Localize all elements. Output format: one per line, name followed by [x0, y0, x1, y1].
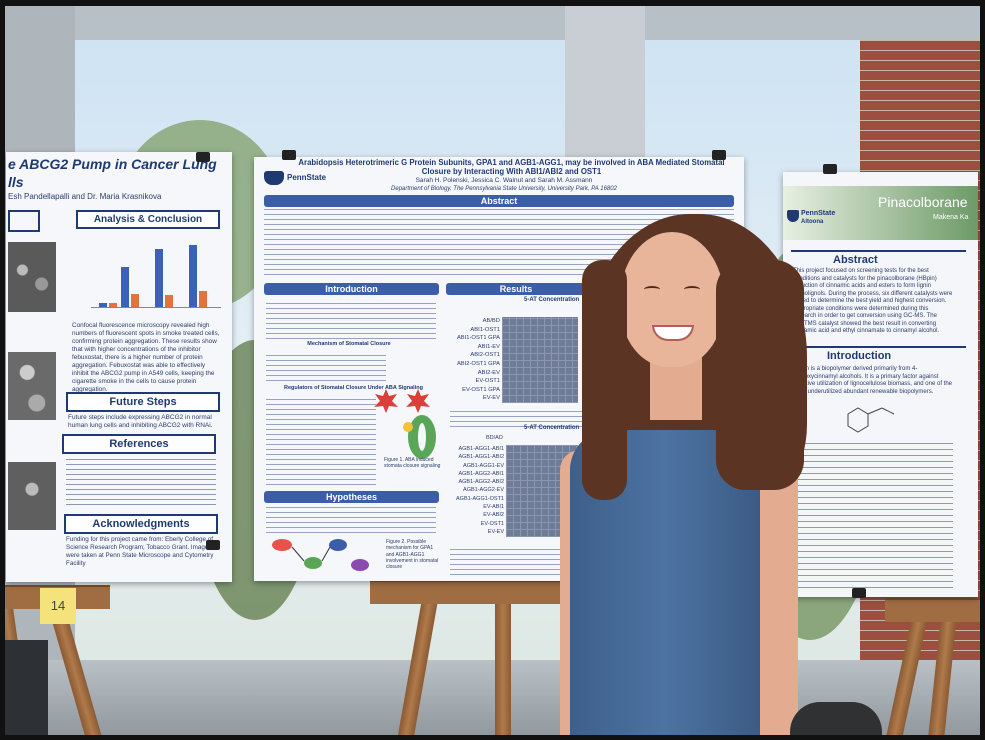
right-poster-banner [783, 186, 978, 240]
binder-clip [282, 150, 296, 160]
results-row-labels: AB/BD ABI1-OST1 ABI1-OST1 GPA ABI1-EV ABI2-O… [450, 317, 500, 403]
left-section-future: Future Steps [66, 392, 220, 412]
center-poster-authors: Sarah H. Polenski, Jessica C. Walnut and… [415, 177, 593, 184]
results-row-label: ABI2-OST1 GPA [456, 360, 500, 367]
left-section-box [8, 210, 40, 232]
divider [791, 346, 966, 348]
results-row-label: AGB1-AGG1-ABI2 [458, 454, 504, 461]
intro-subheading: Mechanism of Stomatal Closure [307, 341, 391, 347]
future-text: Future steps include expressing ABCG2 in… [68, 414, 213, 430]
results-row-labels: AGB1-AGG1-ABI1 AGB1-AGG1-ABI2 AGB1-AGG1-EV… [450, 445, 504, 536]
right-poster: PennState Altoona Pinacolborane Makena K… [783, 172, 978, 597]
intro-subheading: Regulators of Stomatal Closure Under ABA… [284, 385, 423, 391]
window-frame-top [0, 0, 985, 42]
binder-clip [712, 150, 726, 160]
references-text [66, 457, 216, 505]
chemical-structure [847, 407, 895, 433]
results-row-label: ABI1-OST1 [470, 326, 500, 333]
right-logo: PennState [801, 210, 836, 217]
results-subheading: 5-AT Concentration [524, 297, 580, 303]
binder-clip [206, 540, 220, 550]
results-row-label: AGB1-AGG1-ABI1 [458, 446, 504, 452]
center-section-introduction: Introduction [264, 283, 439, 295]
results-row-label: EV-ABI1 [483, 504, 504, 511]
microscopy-image [8, 462, 56, 530]
microscopy-image [8, 352, 56, 420]
right-poster-author: Makena Ka [933, 214, 969, 221]
right-intro-continued-text [793, 440, 953, 588]
person-eye [644, 286, 660, 293]
easel-ledge [370, 580, 580, 604]
results-row-label: ABI2-EV [477, 369, 500, 376]
left-section-acknowledgments: Acknowledgments [64, 514, 218, 534]
right-abstract-text: This project focused on screening tests … [793, 268, 953, 334]
person-hair [582, 260, 627, 500]
pennstate-shield-icon [264, 171, 284, 185]
person-face [620, 232, 724, 367]
bar-chart-image [91, 245, 221, 308]
left-poster: e ABCG2 Pump in Cancer Lung lls Esh Pand… [6, 152, 232, 582]
results-row-label: EV-OST1 GPA [462, 386, 500, 393]
right-section-introduction: Introduction [827, 350, 892, 362]
right-intro-text: Lignin is a biopolymer derived primarily… [793, 366, 952, 395]
results-row-label: AGB1-AGG2-EV [463, 487, 504, 494]
ack-text: Funding for this project came from: Eber… [66, 536, 214, 567]
easel-leg [495, 595, 511, 740]
binder-clip [823, 164, 837, 174]
intro-text [266, 299, 436, 339]
right-section-abstract: Abstract [833, 254, 878, 266]
results-row-label: ABI1-OST1 GPA [456, 335, 500, 342]
left-poster-title: e ABCG2 Pump in Cancer Lung [8, 156, 217, 172]
results-row-label: EV-ABI2 [483, 512, 504, 519]
results-row-label: ABI1-EV [477, 343, 500, 350]
results-row-label: AGB1-AGG2-ABI2 [458, 479, 504, 486]
results-row-label: EV-EV [487, 528, 504, 535]
results-row-label: EV-EV [482, 395, 500, 402]
binder-clip [196, 152, 210, 162]
binder-clip [852, 588, 866, 598]
stomata-diagram [374, 389, 436, 459]
figure-caption-text [450, 409, 585, 427]
left-poster-title-line2: lls [8, 174, 24, 190]
person-hair [716, 260, 804, 490]
results-row-label: ABI2-OST1 [470, 352, 500, 359]
hypotheses-text [266, 507, 436, 533]
figure2-caption: Figure 2. Possible mechanism for GPA1 an… [386, 539, 439, 570]
results-row-label: AB/BD [482, 318, 500, 324]
easel-ledge [885, 598, 980, 622]
results-row-label: AGB1-AGG1-EV [463, 462, 504, 469]
center-section-hypotheses: Hypotheses [264, 491, 439, 503]
bait-label: BD/AD [486, 435, 503, 441]
microscopy-image [8, 242, 56, 312]
center-section-results: Results [446, 283, 586, 295]
dark-object-left [0, 640, 48, 740]
center-logo: PennState [287, 173, 327, 182]
intro-text [266, 351, 386, 381]
results-row-label: EV-OST1 [480, 520, 504, 527]
backpack [790, 702, 882, 740]
figure1-caption: Figure 1. ABA induced stomata closure si… [384, 457, 441, 470]
right-campus: Altoona [801, 219, 824, 225]
center-poster-title: Arabidopsis Heterotrimeric G Protein Sub… [298, 158, 725, 176]
right-poster-title: Pinacolborane [878, 194, 968, 210]
pennstate-shield-icon [787, 210, 799, 222]
left-section-analysis: Analysis & Conclusion [76, 210, 220, 229]
sticky-note: 14 [40, 588, 76, 624]
person-eye [684, 286, 700, 293]
intro-text [266, 395, 376, 485]
results-row-label: AGB1-AGG2-ABI1 [458, 470, 504, 477]
results-subheading: 5-AT Concentration [524, 425, 580, 431]
results-row-label: EV-OST1 [475, 378, 500, 385]
results-row-label: AGB1-AGG1-OST1 [456, 495, 504, 502]
center-poster-affiliation: Department of Biology, The Pennsylvania … [391, 186, 617, 192]
conclusion-text: Confocal fluorescence microscopy reveale… [72, 322, 220, 393]
left-poster-authors: Esh Pandellapalli and Dr. Maria Krasniko… [8, 192, 162, 201]
center-section-abstract: Abstract [264, 195, 734, 207]
yeast-growth-plate [502, 317, 578, 403]
left-section-references: References [62, 434, 216, 454]
mechanism-diagram [272, 539, 369, 571]
divider [791, 250, 966, 252]
